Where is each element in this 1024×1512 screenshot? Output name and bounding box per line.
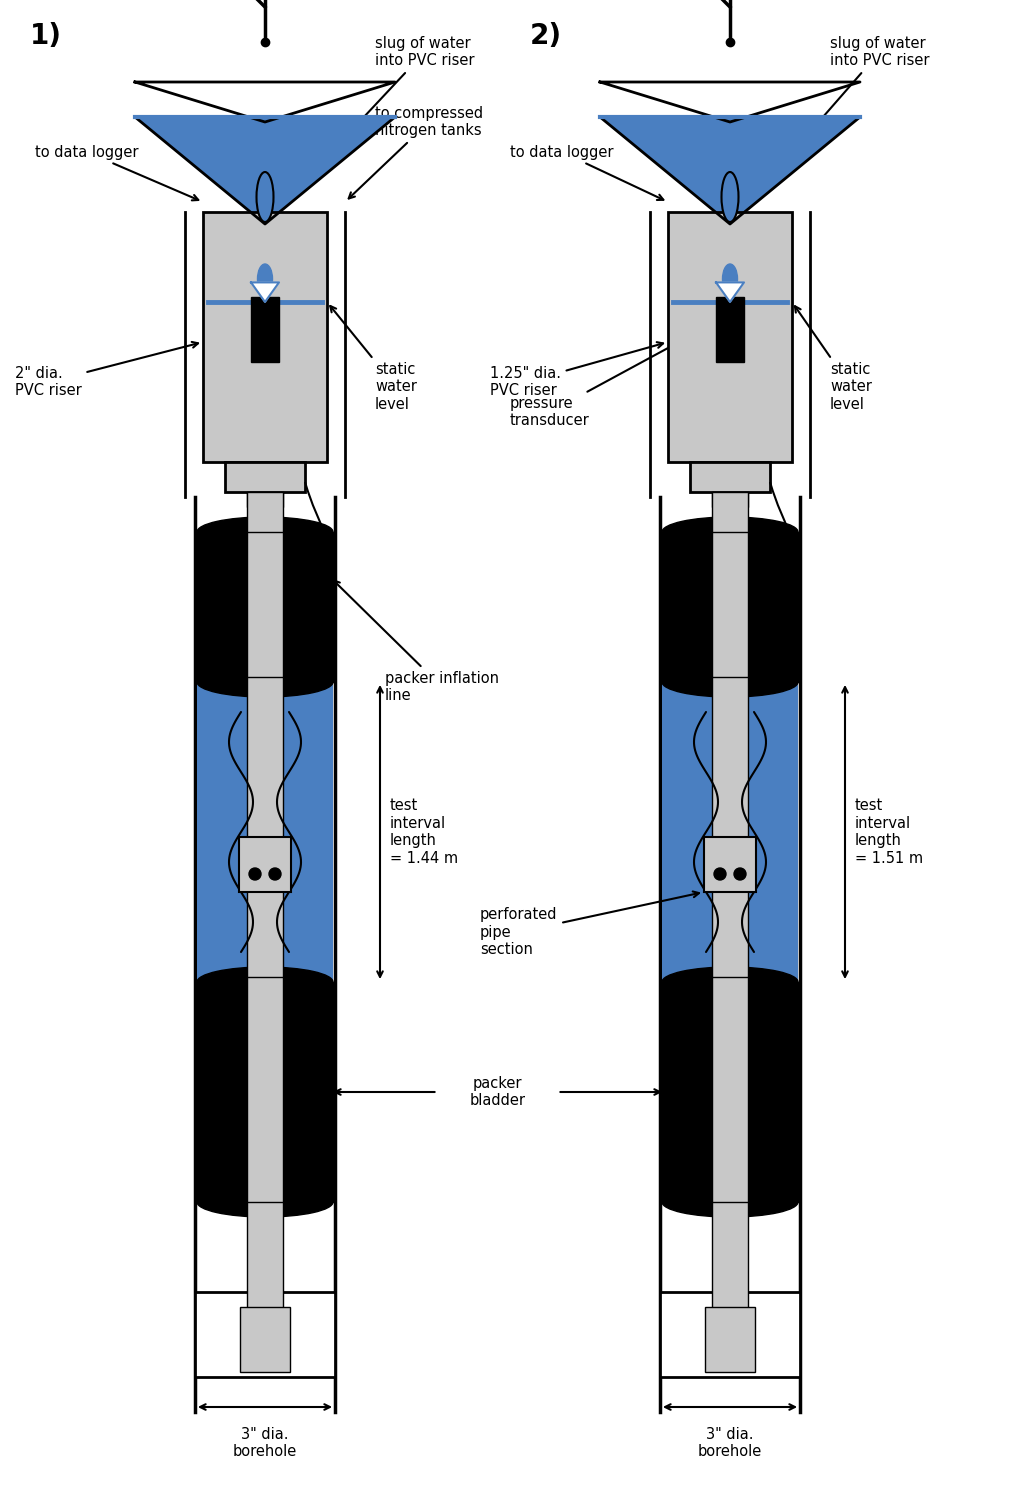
Ellipse shape [197, 517, 333, 547]
Bar [662, 981, 798, 1202]
Text: packer
bladder: packer bladder [469, 1077, 525, 1108]
Ellipse shape [662, 968, 798, 996]
Ellipse shape [257, 265, 272, 293]
Ellipse shape [260, 314, 270, 334]
Bar [247, 977, 283, 1207]
Bar [712, 677, 748, 987]
Text: slug of water
into PVC riser: slug of water into PVC riser [279, 36, 474, 209]
Circle shape [249, 868, 261, 880]
Text: pressure
transducer: pressure transducer [510, 325, 712, 428]
Bar [712, 491, 748, 507]
Bar [247, 528, 283, 686]
Bar [239, 838, 291, 892]
Text: 2): 2) [530, 23, 562, 50]
Text: slug of water
into PVC riser: slug of water into PVC riser [743, 36, 930, 209]
Bar [197, 532, 333, 682]
Polygon shape [600, 82, 860, 122]
Bar [247, 491, 283, 532]
Ellipse shape [723, 265, 737, 293]
Bar [712, 977, 748, 1207]
Text: 2" dia.
PVC riser: 2" dia. PVC riser [15, 342, 198, 398]
Text: 3" dia.
borehole: 3" dia. borehole [232, 1427, 297, 1459]
Bar [225, 463, 305, 491]
Text: perforated
pipe
section: perforated pipe section [480, 892, 699, 957]
Ellipse shape [197, 667, 333, 697]
Bar [662, 532, 798, 682]
Text: 3" dia.
borehole: 3" dia. borehole [698, 1427, 762, 1459]
Text: to data logger: to data logger [35, 145, 199, 201]
Bar [251, 296, 279, 361]
Text: static
water
level: static water level [330, 305, 417, 411]
Ellipse shape [662, 517, 798, 547]
Bar [712, 1202, 748, 1362]
Polygon shape [135, 82, 395, 122]
Bar [247, 1202, 283, 1362]
Bar [712, 491, 748, 532]
Bar [247, 491, 283, 507]
Bar [660, 1291, 800, 1377]
Text: test
interval
length
= 1.51 m: test interval length = 1.51 m [855, 798, 923, 865]
Bar [203, 212, 327, 463]
Text: 1): 1) [30, 23, 62, 50]
Text: to data logger: to data logger [510, 145, 664, 200]
Bar [662, 682, 798, 981]
Bar [712, 528, 748, 686]
Text: test
interval
length
= 1.44 m: test interval length = 1.44 m [390, 798, 458, 865]
Bar [195, 1291, 335, 1377]
Circle shape [734, 868, 746, 880]
Polygon shape [600, 116, 860, 224]
Text: static
water
level: static water level [795, 307, 871, 411]
Ellipse shape [662, 667, 798, 697]
Ellipse shape [256, 172, 273, 222]
Circle shape [714, 868, 726, 880]
Polygon shape [716, 283, 744, 302]
Bar [668, 212, 792, 463]
Text: packer inflation
line: packer inflation line [334, 581, 499, 703]
Bar [240, 1306, 290, 1371]
Ellipse shape [197, 968, 333, 996]
Ellipse shape [197, 1187, 333, 1217]
Bar [705, 1306, 755, 1371]
Ellipse shape [722, 172, 738, 222]
Circle shape [269, 868, 281, 880]
Bar [690, 463, 770, 491]
Bar [247, 677, 283, 987]
Bar [197, 682, 333, 981]
Ellipse shape [725, 314, 735, 334]
Text: to compressed
nitrogen tanks: to compressed nitrogen tanks [349, 106, 483, 198]
Polygon shape [251, 283, 279, 302]
Bar [716, 296, 744, 361]
Polygon shape [135, 116, 395, 224]
Bar [705, 838, 756, 892]
Text: 1.25" dia.
PVC riser: 1.25" dia. PVC riser [490, 342, 664, 398]
Ellipse shape [662, 1187, 798, 1217]
Bar [197, 981, 333, 1202]
